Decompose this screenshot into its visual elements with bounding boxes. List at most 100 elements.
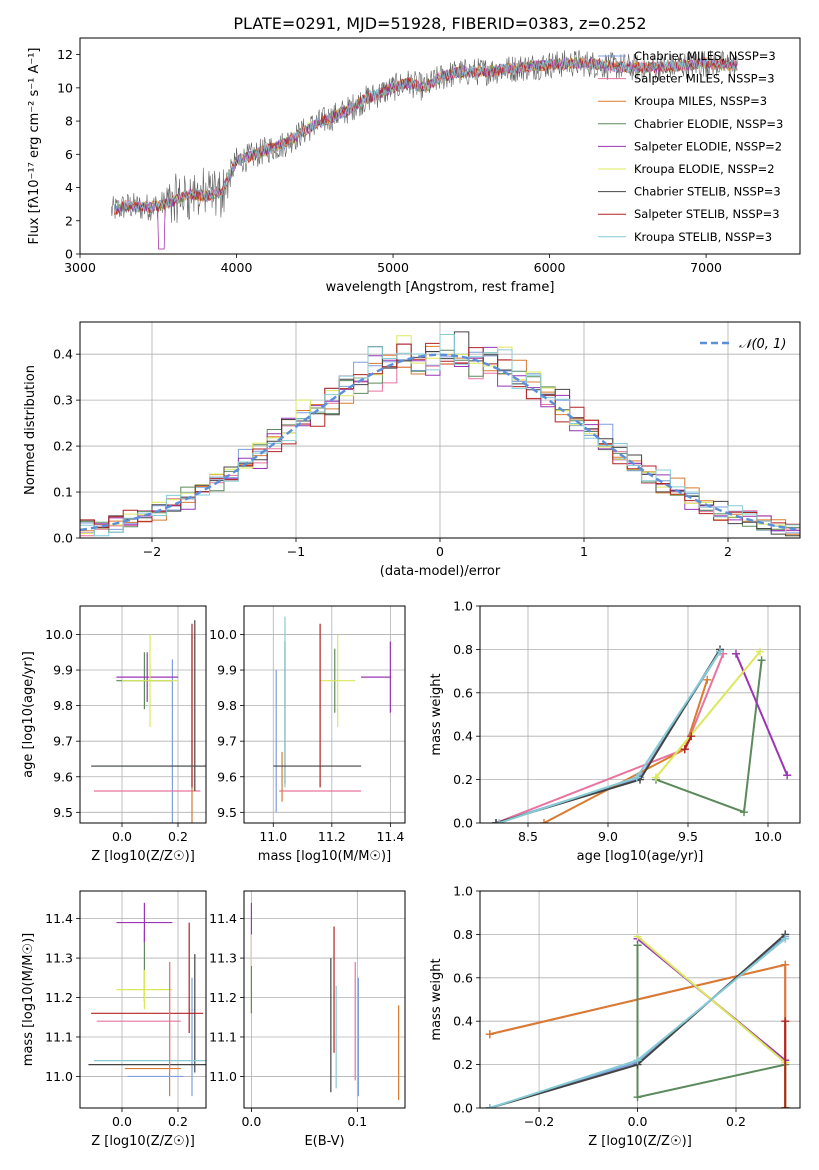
weight-marker — [756, 647, 764, 656]
legend-label: Chabrier ELODIE, NSSP=3 — [634, 117, 783, 131]
panel-weight_vs_age: 8.5 9.0 9.5 10.0 0.0 0.2 0.4 0.6 0.8 1.0 age [log1… — [429, 599, 801, 864]
weight-marker — [633, 1093, 642, 1102]
y-tick-label: 0.2 — [53, 439, 73, 454]
y-tick-label: 6 — [65, 147, 73, 162]
y-tick-label: 0.0 — [53, 531, 73, 546]
x-tick-label: 11.2 — [318, 829, 346, 844]
x-tick-label: −0.2 — [524, 1114, 554, 1129]
y-axis-label: mass weight — [429, 958, 444, 1040]
y-axis-label: age [log10(age/yr)] — [21, 651, 36, 778]
x-axis-label: mass [log10(M/M☉)] — [258, 849, 391, 864]
legend-label: Salpeter ELODIE, NSSP=2 — [634, 139, 782, 153]
y-tick-label: 11.2 — [209, 990, 237, 1005]
y-tick-label: 4 — [65, 180, 73, 195]
y-tick-label: 0.0 — [453, 1101, 473, 1116]
x-tick-label: 7000 — [690, 260, 722, 275]
y-tick-label: 0.0 — [453, 816, 473, 831]
weight-marker — [740, 808, 748, 817]
errorbar-point — [320, 634, 356, 727]
y-tick-label: 9.8 — [53, 698, 73, 713]
x-tick-label: 0.0 — [628, 1114, 648, 1129]
weight-marker — [540, 819, 548, 823]
panel-mass_vs_EBV: 0.0 0.1 11.0 11.1 11.2 11.3 11.4 E(B-V) — [209, 890, 406, 1149]
y-tick-label: 0.8 — [453, 642, 473, 657]
x-tick-label: 0.2 — [726, 1114, 746, 1129]
x-axis-label: wavelength [Angstrom, rest frame] — [326, 280, 555, 295]
weight-line-salpeter-stelib — [683, 735, 693, 750]
errorbar-point — [116, 902, 173, 943]
x-tick-label: 0 — [436, 544, 444, 559]
x-tick-label: 10.0 — [754, 829, 782, 844]
y-tick-label: 0.6 — [453, 685, 473, 700]
weight-marker — [492, 819, 500, 823]
weight-line-salpeter-elodie — [735, 653, 789, 776]
weight-marker — [687, 732, 696, 741]
y-tick-label: 11.3 — [209, 951, 237, 966]
y-tick-label: 11.1 — [45, 1029, 73, 1044]
x-tick-label: 5000 — [377, 260, 409, 275]
x-tick-label: 0.1 — [347, 1114, 367, 1129]
weight-marker — [757, 656, 766, 665]
y-tick-label: 9.5 — [53, 805, 73, 820]
x-axis-label: (data-model)/error — [380, 564, 501, 579]
y-tick-label: 9.9 — [53, 663, 73, 678]
y-tick-label: 9.7 — [217, 734, 237, 749]
gaussian-curve — [80, 353, 800, 532]
y-tick-label: 9.8 — [217, 698, 237, 713]
x-axis-label: E(B-V) — [304, 1134, 344, 1149]
y-tick-label: 10.0 — [209, 627, 237, 642]
legend-label: Kroupa STELIB, NSSP=3 — [634, 230, 772, 244]
axes-frame — [79, 37, 801, 255]
axes-frame — [79, 605, 207, 824]
figure-title: PLATE=0291, MJD=51928, FIBERID=0383, z=0… — [233, 14, 646, 33]
legend-label: Chabrier MILES, NSSP=3 — [634, 49, 776, 63]
x-axis-label: Z [log10(Z/Z☉)] — [588, 1134, 692, 1149]
y-tick-label: 11.4 — [45, 911, 73, 926]
y-tick-label: 8 — [65, 114, 73, 129]
weight-line-kroupa-elodie — [655, 650, 761, 779]
weight-marker — [732, 649, 740, 658]
y-tick-label: 0.3 — [53, 393, 73, 408]
y-tick-label: 1.0 — [453, 884, 473, 899]
x-tick-label: 3000 — [64, 260, 96, 275]
y-tick-label: 11.0 — [209, 1069, 237, 1084]
axes-frame — [243, 890, 406, 1109]
errorbar-point — [122, 634, 178, 727]
x-tick-label: 2 — [724, 544, 732, 559]
weight-marker — [781, 1104, 790, 1108]
panel-age_vs_mass: 11.0 11.2 11.4 9.5 9.6 9.7 9.8 9.9 10.0 mass [log… — [209, 605, 406, 864]
y-tick-label: 0.6 — [453, 970, 473, 985]
y-tick-label: 1.0 — [453, 599, 473, 614]
y-tick-label: 11.4 — [209, 911, 237, 926]
y-tick-label: 0.4 — [53, 347, 73, 362]
weight-marker — [632, 773, 641, 782]
chart-layer: 3000 4000 5000 6000 7000024681012wavelength … — [21, 37, 801, 1149]
y-tick-label: 0.8 — [453, 927, 473, 942]
residual-hist-kroupa-stelib — [80, 334, 800, 537]
y-tick-label: 9.5 — [217, 805, 237, 820]
weight-marker — [495, 819, 504, 823]
y-tick-label: 11.2 — [45, 990, 73, 1005]
weight-marker — [716, 647, 724, 656]
weight-marker — [703, 675, 712, 684]
x-tick-label: 9.0 — [598, 829, 618, 844]
plot-area — [91, 620, 206, 823]
y-tick-label: 10.0 — [45, 627, 73, 642]
plot-area — [485, 930, 790, 1108]
x-axis-label: Z [log10(Z/Z☉)] — [91, 849, 195, 864]
weight-marker — [680, 745, 689, 754]
axes-frame — [79, 321, 801, 539]
axes-frame — [243, 605, 406, 824]
x-tick-label: 0.2 — [168, 1114, 188, 1129]
y-tick-label: 0.2 — [453, 772, 473, 787]
plot-area — [111, 50, 738, 250]
x-tick-label: 8.5 — [518, 829, 538, 844]
weight-marker — [783, 771, 792, 780]
legend-label: Salpeter STELIB, NSSP=3 — [634, 207, 780, 221]
y-axis-label: mass [log10(M/M☉)] — [21, 933, 36, 1066]
y-tick-label: 0.4 — [453, 729, 473, 744]
panel-age_vs_Z: 0.0 0.2 9.5 9.6 9.7 9.8 9.9 10.0 Z [log10(Z/Z☉)]… — [21, 605, 207, 864]
errorbar-point — [116, 969, 173, 1010]
x-tick-label: 0.2 — [168, 829, 188, 844]
y-tick-label: 12 — [57, 47, 73, 62]
